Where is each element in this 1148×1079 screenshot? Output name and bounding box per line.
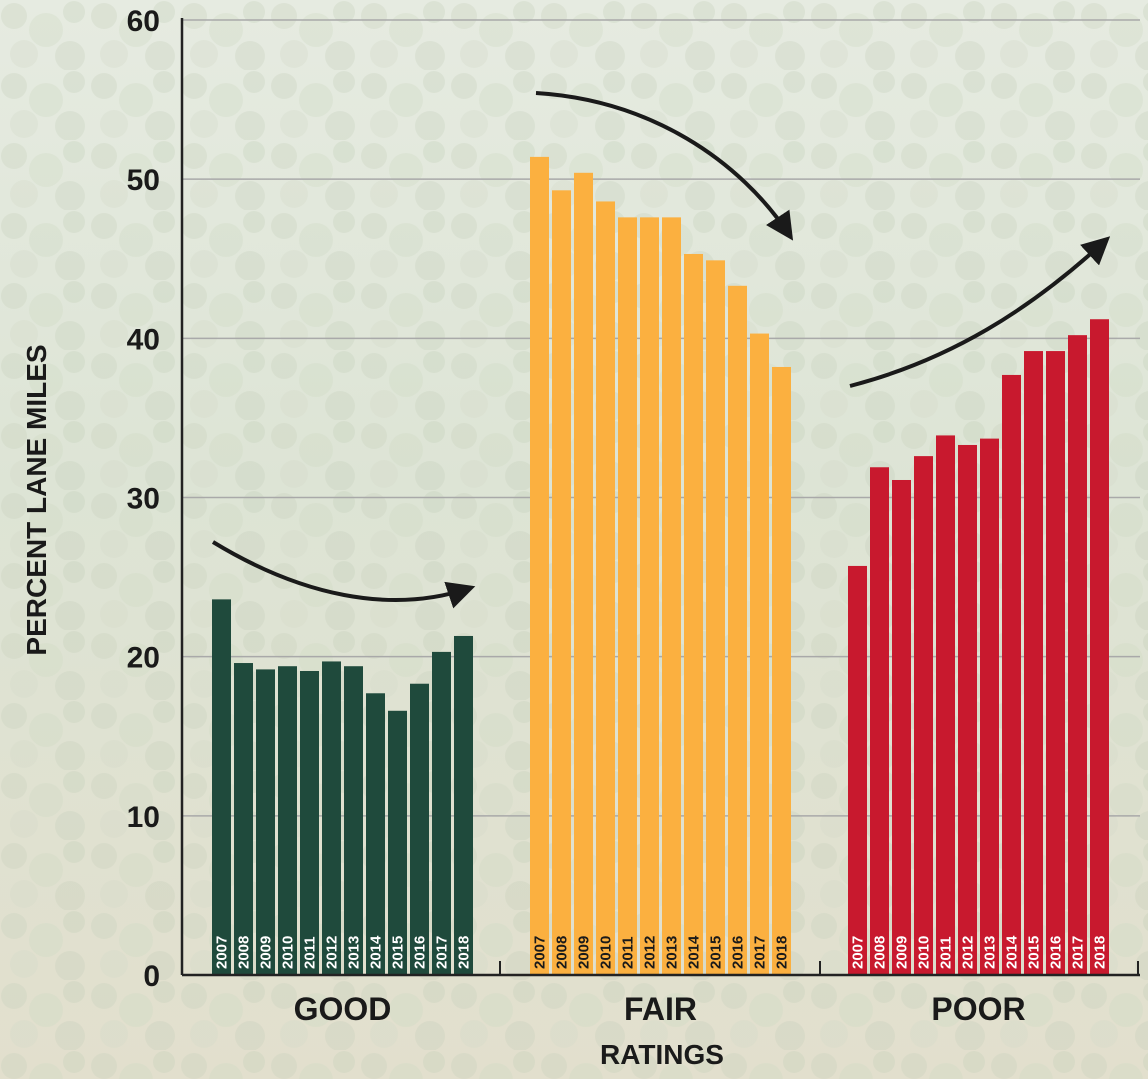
year-label: 2015: [708, 936, 725, 969]
bar-poor-2014: [1002, 374, 1021, 976]
y-tick-label: 50: [127, 164, 160, 197]
year-label: 2011: [620, 936, 637, 969]
year-label: 2017: [434, 936, 451, 969]
bar-good-2010: [278, 666, 297, 975]
year-label: 2013: [664, 936, 681, 969]
year-label: 2014: [368, 935, 385, 969]
year-label: 2018: [774, 936, 791, 969]
bar-fair-2013: [662, 217, 681, 975]
year-label: 2013: [346, 936, 363, 969]
bar-poor-2012: [958, 444, 977, 976]
year-label: 2016: [1048, 936, 1065, 969]
bar-poor-2017: [1068, 335, 1087, 975]
year-label: 2007: [214, 936, 231, 969]
bar-good-2017: [432, 651, 451, 975]
year-label: 2012: [324, 936, 341, 969]
year-label: 2007: [850, 936, 867, 969]
bar-good-2011: [300, 670, 319, 975]
bar-fair-2011: [618, 217, 637, 975]
year-label: 2008: [554, 936, 571, 969]
category-label-poor: POOR: [931, 991, 1025, 1027]
bar-fair-2016: [728, 285, 747, 975]
bar-fair-2010: [596, 201, 615, 975]
year-label: 2009: [894, 936, 911, 969]
y-tick-label: 60: [127, 5, 160, 38]
category-label-fair: FAIR: [624, 991, 697, 1027]
bar-good-2016: [410, 683, 429, 975]
y-axis-title: PERCENT LANE MILES: [21, 344, 52, 655]
category-label-good: GOOD: [294, 991, 392, 1027]
bar-fair-2014: [684, 253, 703, 976]
year-label: 2018: [1092, 936, 1109, 969]
bar-fair-2007: [530, 156, 549, 976]
bar-poor-2013: [980, 438, 999, 975]
year-label: 2017: [1070, 936, 1087, 969]
bar-poor-2016: [1046, 351, 1065, 976]
year-label: 2012: [642, 936, 659, 969]
year-label: 2011: [302, 936, 319, 969]
year-label: 2013: [982, 936, 999, 969]
bar-good-2009: [256, 669, 275, 975]
bar-good-2008: [234, 663, 253, 975]
bar-good-2007: [212, 599, 231, 975]
bar-poor-2015: [1024, 351, 1043, 976]
year-label: 2011: [938, 936, 955, 969]
year-label: 2015: [390, 936, 407, 969]
bar-good-2012: [322, 661, 341, 975]
year-label: 2010: [598, 936, 615, 969]
bar-good-2014: [366, 693, 385, 975]
year-label: 2012: [960, 936, 977, 969]
bar-good-2018: [454, 635, 473, 975]
y-tick-labels: 0 10 20 30 40 50 60: [127, 5, 160, 993]
y-tick-label: 10: [127, 801, 160, 834]
bar-good-2013: [344, 666, 363, 975]
y-tick-label: 40: [127, 323, 160, 356]
year-label: 2014: [686, 935, 703, 969]
year-label: 2007: [532, 936, 549, 969]
y-tick-label: 0: [143, 960, 160, 993]
x-axis-title: RATINGS: [600, 1039, 724, 1070]
axes: [180, 18, 1140, 977]
year-label: 2009: [576, 936, 593, 969]
bar-fair-2015: [706, 260, 725, 975]
bar-poor-2011: [936, 435, 955, 975]
bar-good-2015: [388, 710, 407, 975]
year-label: 2017: [752, 936, 769, 969]
year-labels: 2007 2008 2009 2010 2011 2012 2013 2014 2015 2016…: [214, 935, 1109, 969]
year-label: 2010: [280, 936, 297, 969]
year-label: 2014: [1004, 935, 1021, 969]
trend-arrows: [211, 91, 1111, 609]
year-label: 2008: [236, 936, 253, 969]
year-label: 2009: [258, 936, 275, 969]
bar-poor-2008: [870, 467, 889, 975]
year-label: 2016: [730, 936, 747, 969]
bars: [212, 156, 1109, 976]
year-label: 2018: [456, 936, 473, 969]
bar-fair-2018: [772, 366, 791, 975]
trend-arrow-fair: [535, 91, 794, 241]
y-tick-label: 20: [127, 642, 160, 675]
bar-fair-2009: [574, 172, 593, 976]
trend-arrow-good: [211, 540, 476, 609]
bar-fair-2008: [552, 190, 571, 975]
year-label: 2016: [412, 936, 429, 969]
bar-poor-2010: [914, 456, 933, 975]
trend-arrow-poor: [849, 236, 1111, 388]
year-label: 2015: [1026, 936, 1043, 969]
bar-fair-2017: [750, 333, 769, 975]
bar-poor-2007: [848, 565, 867, 975]
bar-poor-2018: [1090, 319, 1109, 975]
year-label: 2010: [916, 936, 933, 969]
y-tick-label: 30: [127, 483, 160, 516]
year-label: 2008: [872, 936, 889, 969]
bar-fair-2012: [640, 217, 659, 975]
category-labels: GOOD FAIR POOR: [294, 991, 1026, 1027]
bar-poor-2009: [892, 479, 911, 975]
